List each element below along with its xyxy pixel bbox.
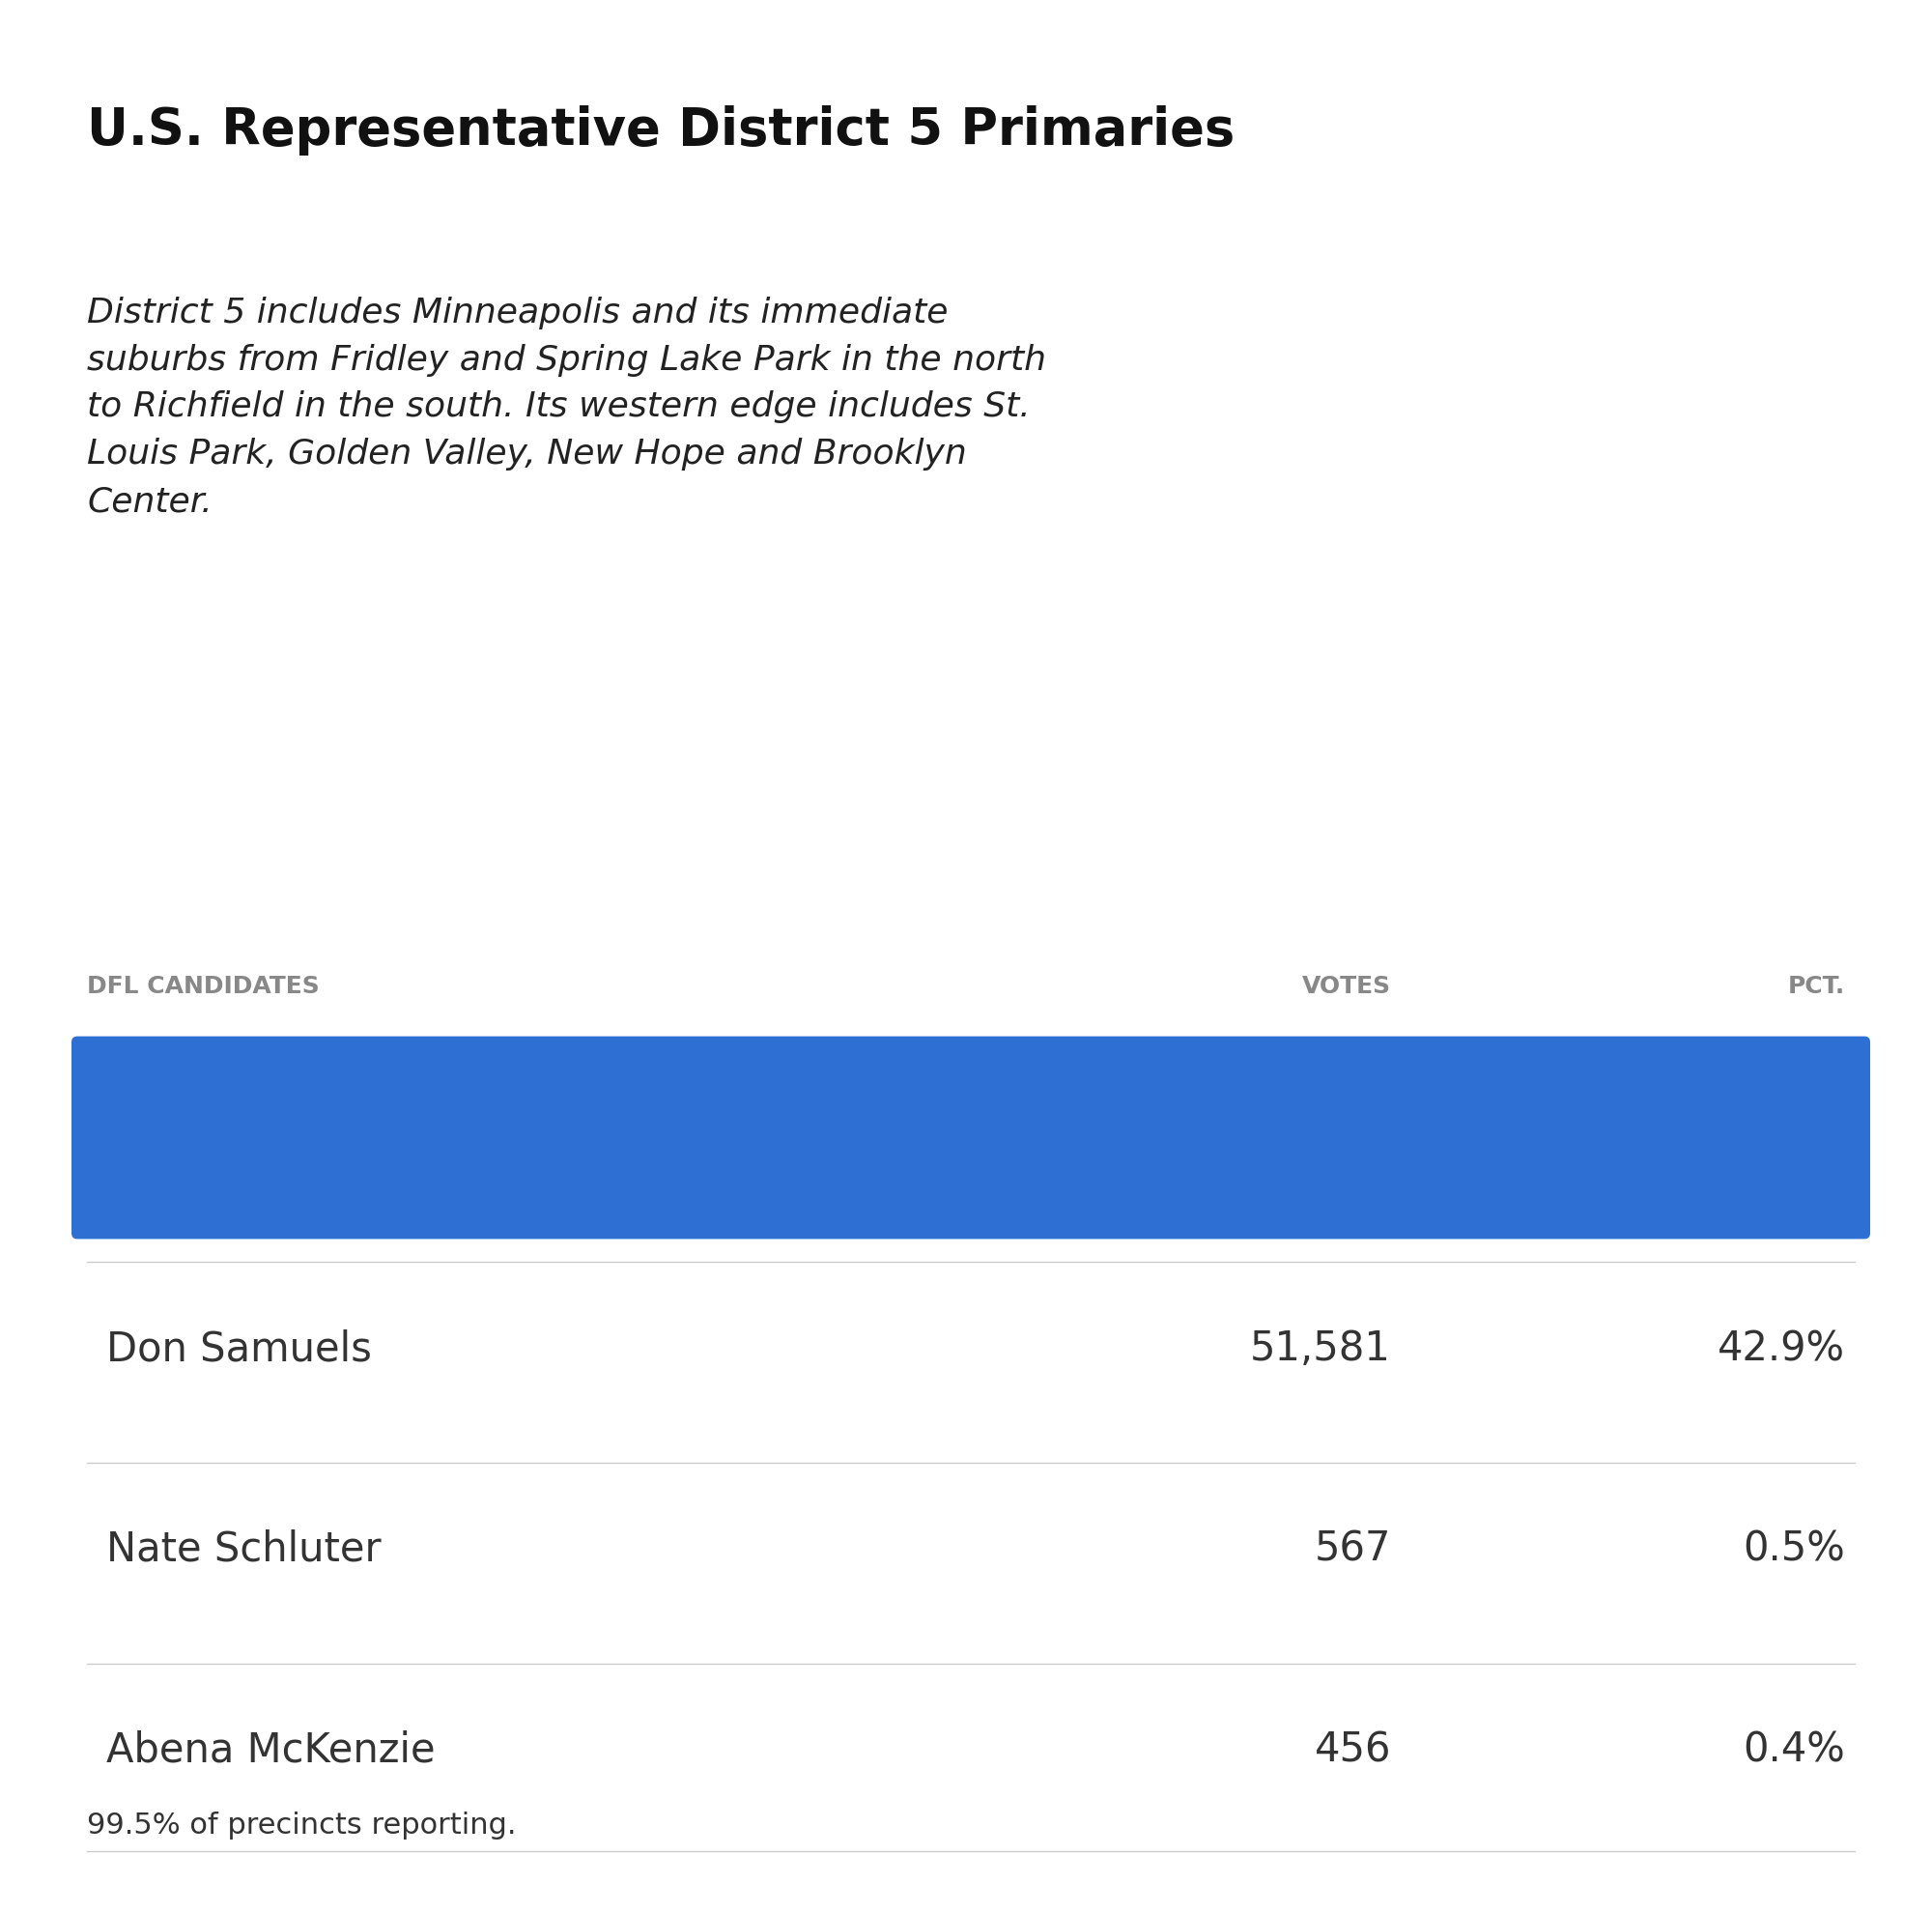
Text: 42.9%: 42.9% (1718, 1329, 1845, 1369)
Text: Don Samuels: Don Samuels (106, 1329, 371, 1369)
Text: District 5 includes Minneapolis and its immediate
suburbs from Fridley and Sprin: District 5 includes Minneapolis and its … (87, 296, 1047, 518)
Text: 51,581: 51,581 (1250, 1329, 1391, 1369)
Text: Nate Schluter: Nate Schluter (106, 1530, 381, 1570)
Text: VOTES: VOTES (1302, 975, 1391, 998)
Text: 67,524: 67,524 (1250, 1109, 1391, 1149)
Text: ✓: ✓ (551, 1109, 583, 1149)
Text: DFL CANDIDATES: DFL CANDIDATES (87, 975, 319, 998)
Text: 0.4%: 0.4% (1743, 1730, 1845, 1771)
Text: 0.5%: 0.5% (1743, 1530, 1845, 1570)
Text: 567: 567 (1314, 1530, 1391, 1570)
Text: 99.5% of precincts reporting.: 99.5% of precincts reporting. (87, 1811, 516, 1839)
Text: PCT.: PCT. (1787, 975, 1845, 998)
Text: 456: 456 (1314, 1730, 1391, 1771)
Text: U.S. Representative District 5 Primaries: U.S. Representative District 5 Primaries (87, 105, 1235, 155)
Text: Abena McKenzie: Abena McKenzie (106, 1730, 435, 1771)
Text: Ilhan Omar (i): Ilhan Omar (i) (106, 1109, 421, 1149)
Text: 56.2%: 56.2% (1718, 1109, 1845, 1149)
